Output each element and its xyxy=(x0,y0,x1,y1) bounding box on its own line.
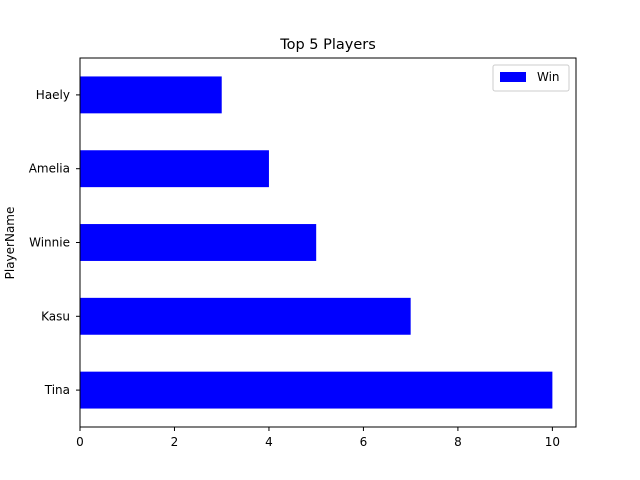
x-tick-label: 0 xyxy=(76,435,84,449)
y-tick-label: Amelia xyxy=(29,162,70,176)
legend: Win xyxy=(492,64,570,92)
legend-box xyxy=(492,64,570,92)
x-tick-label: 4 xyxy=(265,435,273,449)
chart-title: Top 5 Players xyxy=(279,37,376,53)
x-tick-label: 2 xyxy=(171,435,179,449)
bar-winnie xyxy=(80,224,317,261)
bar-kasu xyxy=(80,297,411,335)
y-tick-label: Winnie xyxy=(29,236,70,250)
legend-label: Win xyxy=(537,70,560,84)
y-axis-ticks: Tina Kasu Winnie Amelia Haely xyxy=(29,88,80,397)
x-tick-label: 10 xyxy=(545,435,560,449)
bar-amelia xyxy=(80,150,269,188)
bar-haely xyxy=(80,76,222,114)
bar-tina xyxy=(80,371,553,409)
bars-group xyxy=(80,76,553,409)
y-tick-label: Kasu xyxy=(41,309,70,323)
x-tick-label: 6 xyxy=(360,435,368,449)
y-axis-label: PlayerName xyxy=(3,207,17,280)
legend-swatch xyxy=(500,72,526,82)
x-tick-label: 8 xyxy=(454,435,462,449)
x-axis-ticks: 0 2 4 6 8 10 xyxy=(76,427,560,449)
y-tick-label: Haely xyxy=(36,88,70,102)
y-tick-label: Tina xyxy=(44,383,70,397)
